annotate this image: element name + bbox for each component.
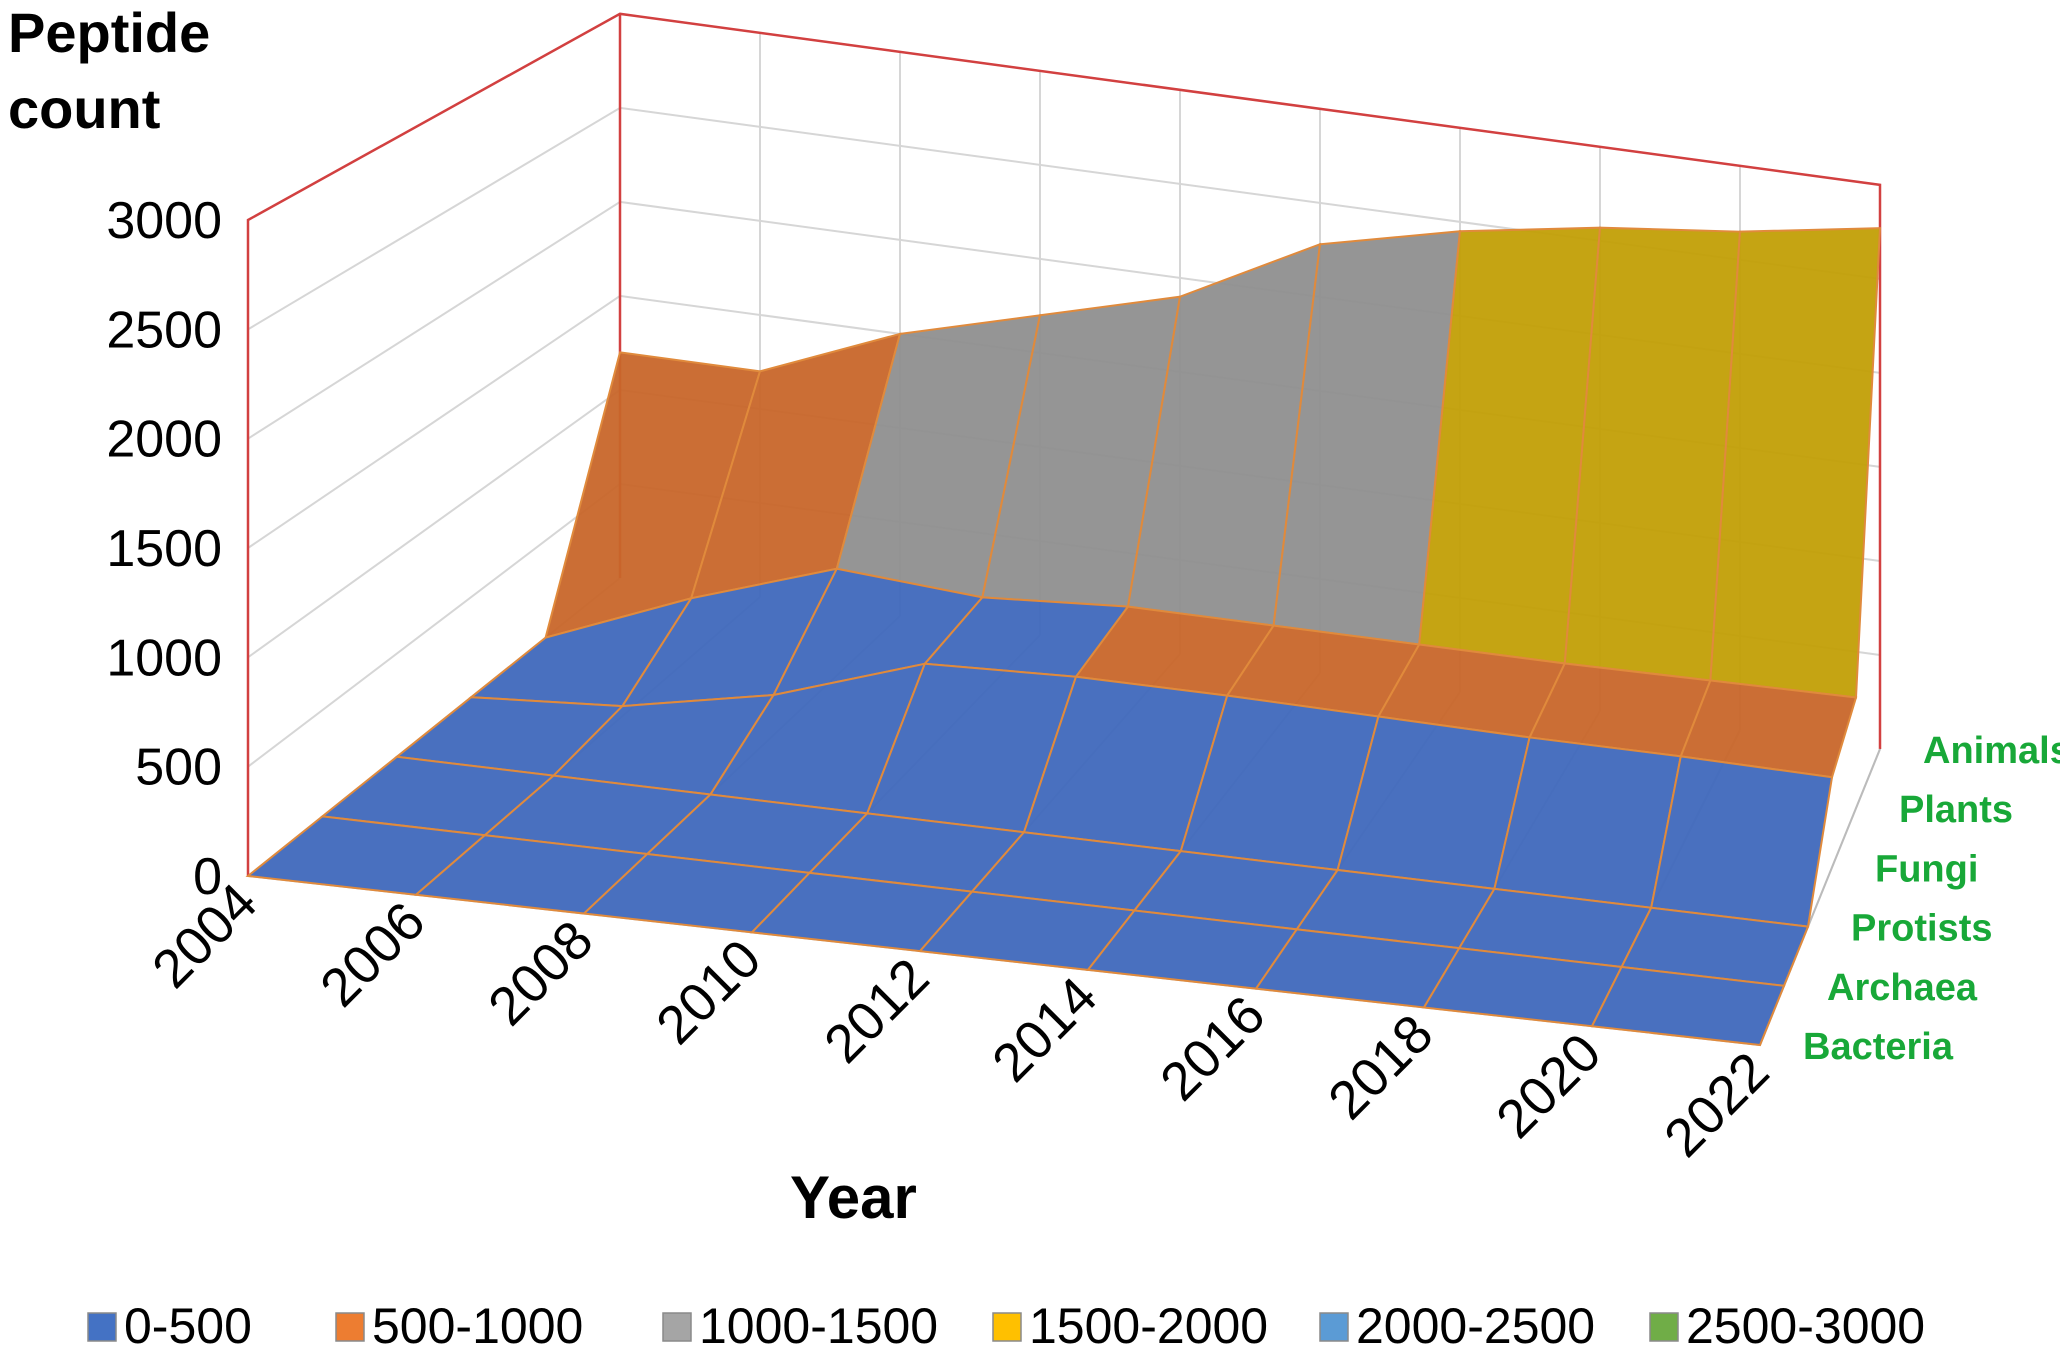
depth-tick-label: Archaea	[1827, 967, 1978, 1009]
depth-tick-label: Animals	[1923, 730, 2060, 772]
y-tick-label: 0	[193, 848, 222, 906]
x-tick-label: 2018	[1317, 1004, 1444, 1131]
x-tick-label: 2014	[981, 966, 1108, 1093]
legend-label: 500-1000	[372, 1298, 583, 1354]
y-axis-ticks: 0 500 1000 1500 2000 2500 3000	[106, 192, 222, 906]
x-tick-label: 2008	[477, 910, 604, 1037]
x-tick-label: 2012	[813, 947, 940, 1074]
legend-label: 2000-2500	[1356, 1298, 1595, 1354]
surface-patch	[1709, 227, 1882, 699]
depth-tick-label: Bacteria	[1803, 1026, 1954, 1068]
legend-swatch	[1649, 1312, 1679, 1342]
legend-label: 1500-2000	[1029, 1298, 1268, 1354]
x-tick-label: 2022	[1653, 1041, 1780, 1168]
legend-swatch	[1319, 1312, 1349, 1342]
legend-swatch	[335, 1312, 365, 1342]
x-tick-label: 2020	[1485, 1022, 1612, 1149]
legend-label: 2500-3000	[1686, 1298, 1925, 1354]
y-tick-label: 500	[135, 739, 222, 797]
x-tick-label: 2010	[645, 928, 772, 1055]
y-tick-label: 1000	[106, 629, 222, 687]
y-tick-label: 2500	[106, 301, 222, 359]
depth-tick-label: Fungi	[1875, 848, 1978, 890]
surface-patch	[1590, 965, 1786, 1047]
surface-patch	[1650, 755, 1834, 928]
y-axis-title-line1: Peptide	[8, 1, 210, 64]
x-tick-label: 2016	[1149, 985, 1276, 1112]
x-axis-title: Year	[790, 1164, 917, 1231]
depth-axis-ticks: Bacteria Archaea Protists Fungi Plants Animal…	[1803, 730, 2060, 1068]
y-tick-label: 3000	[106, 192, 222, 250]
left-wall	[248, 13, 620, 876]
legend-swatch	[87, 1312, 117, 1342]
surface-plot	[245, 226, 1882, 1047]
y-tick-label: 2000	[106, 411, 222, 469]
legend: 0-500 500-1000 1000-1500 1500-2000 2000-2500…	[87, 1298, 1925, 1354]
depth-tick-label: Protists	[1851, 908, 1992, 950]
legend-swatch	[662, 1312, 692, 1342]
legend-swatch	[992, 1312, 1022, 1342]
y-axis-title-line2: count	[8, 77, 160, 140]
legend-label: 0-500	[124, 1298, 252, 1354]
x-tick-label: 2006	[309, 891, 436, 1018]
y-tick-label: 1500	[106, 520, 222, 578]
legend-label: 1000-1500	[699, 1298, 938, 1354]
depth-tick-label: Plants	[1899, 789, 2013, 831]
